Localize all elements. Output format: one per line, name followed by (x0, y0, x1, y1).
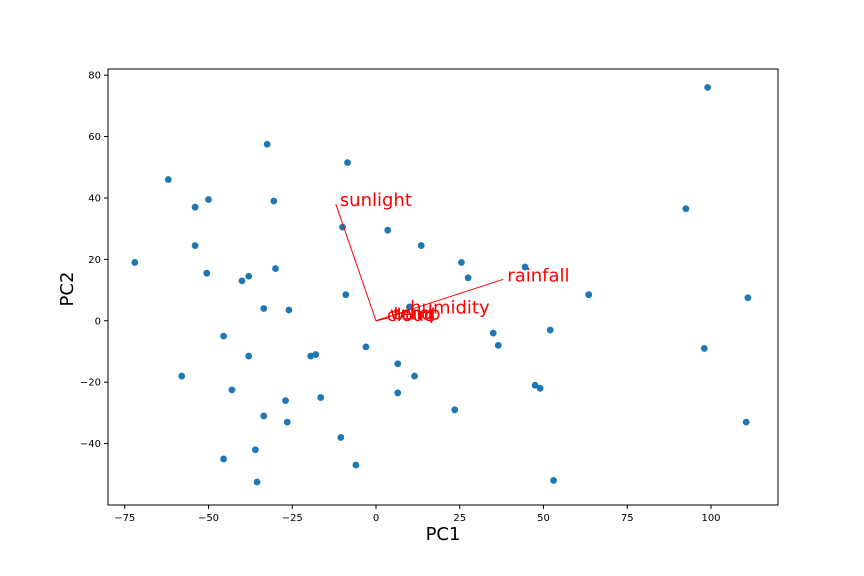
data-point (700, 345, 708, 352)
x-tick-label: 100 (701, 513, 720, 524)
y-tick-label: 0 (95, 316, 101, 327)
data-point (245, 352, 253, 360)
data-point (282, 397, 289, 405)
data-point (228, 386, 236, 394)
data-point (205, 196, 212, 203)
data-point (260, 305, 268, 312)
data-point (406, 303, 413, 311)
x-axis-label: PC1 (426, 524, 461, 545)
y-axis: −40 −20 0 20 40 60 80 (80, 71, 108, 450)
data-point (744, 294, 752, 302)
data-point (521, 263, 529, 271)
plot-area (107, 68, 779, 506)
data-point (536, 384, 544, 392)
data-point (164, 176, 172, 183)
data-point (285, 306, 293, 314)
data-point (489, 329, 497, 337)
scatter-points (131, 84, 752, 486)
data-point (344, 159, 351, 167)
data-point (131, 259, 139, 266)
x-tick-label: −75 (114, 513, 135, 524)
data-point (238, 277, 246, 285)
data-point (546, 326, 554, 334)
data-point (342, 291, 350, 299)
data-point (417, 242, 425, 249)
data-point (191, 203, 199, 211)
data-point (253, 478, 261, 486)
data-point (178, 372, 186, 380)
data-point (458, 259, 465, 266)
y-tick-label: 60 (88, 132, 101, 143)
data-point (531, 381, 539, 389)
x-axis: −75 −50 −25 0 25 50 75 100 (114, 505, 721, 524)
loading-label: temp (393, 304, 440, 325)
data-point (220, 455, 227, 463)
y-tick-label: −40 (80, 439, 101, 450)
data-point (451, 406, 459, 414)
data-point (394, 360, 402, 368)
data-point (742, 418, 750, 426)
x-tick-label: 50 (537, 513, 550, 524)
y-axis-label: PC2 (57, 272, 78, 307)
data-point (220, 332, 227, 340)
y-tick-label: −20 (80, 378, 101, 389)
data-point (704, 84, 712, 91)
y-tick-label: 40 (88, 193, 101, 204)
data-point (394, 389, 402, 397)
loading-label: wind (390, 304, 433, 325)
data-point (252, 446, 259, 454)
data-point (411, 372, 418, 380)
data-point (272, 265, 279, 272)
x-tick-label: 75 (621, 513, 634, 524)
data-point (317, 394, 325, 401)
data-point (191, 242, 199, 249)
x-tick-label: −25 (282, 513, 303, 524)
data-point (260, 412, 268, 420)
loading-label: cloud (387, 305, 436, 326)
data-point (263, 140, 271, 148)
loading-label: rainfall (507, 265, 569, 286)
data-point (585, 291, 593, 299)
data-point (362, 343, 370, 351)
x-tick-label: −50 (198, 513, 219, 524)
data-point (682, 205, 690, 213)
loading-label: sunlight (340, 190, 412, 211)
y-tick-label: 80 (88, 71, 101, 82)
data-point (283, 418, 291, 426)
data-point (337, 434, 345, 441)
x-tick-label: 25 (453, 513, 466, 524)
y-tick-label: 20 (88, 255, 101, 266)
data-point (312, 351, 320, 358)
loading-label: humidity (410, 298, 490, 319)
data-point (352, 461, 360, 469)
data-point (203, 269, 211, 277)
data-point (494, 341, 502, 349)
data-point (245, 272, 253, 280)
data-point (550, 477, 557, 484)
x-tick-label: 0 (373, 513, 379, 524)
loading-arrow (375, 318, 383, 322)
data-point (464, 274, 472, 282)
data-point (270, 197, 278, 205)
data-point (384, 226, 392, 234)
loading-arrow (335, 203, 377, 321)
